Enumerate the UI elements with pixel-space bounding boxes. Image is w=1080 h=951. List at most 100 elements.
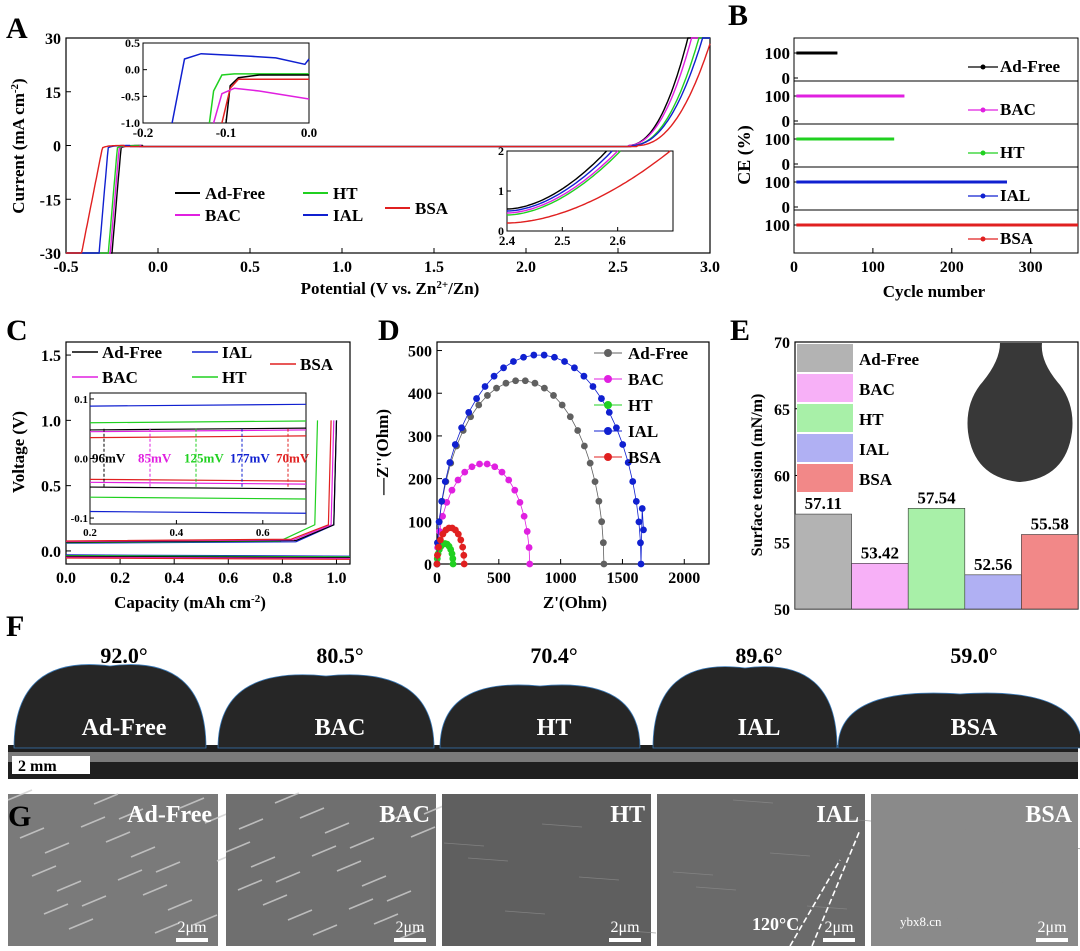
sem-texture-bac [410,826,436,838]
panel-e: E 50 55 60 65 70 57.11 53.42 57.54 52.56 55.58 Su… [730,314,1079,619]
droplet-ad-free [13,664,207,749]
sem-texture-ht [504,910,546,915]
ytick-label-c-1-0: 1.0 [41,413,61,430]
nyquist-point-bac [468,463,476,471]
inset-a2-ytick-label-0: 0 [498,224,504,238]
ce-point-ial [867,180,871,184]
sem-texture-bsa [1033,934,1075,939]
ce-point-bac [840,94,844,98]
legend-label-c-ht: HT [222,368,247,387]
ce-point-bsa [906,223,910,227]
curves-a [66,37,711,254]
overpotential-label-ial: 177mV [230,451,270,466]
pendant-drop-image [940,343,1077,483]
sem-label-bsa: BSA [1025,802,1072,828]
inset-a1-curve-bsa [221,78,309,124]
ce-point-bsa [1017,223,1021,227]
inset-c-lower-ial [89,510,307,514]
ce-point-bac [809,94,813,98]
legend-b-label-bsa: BSA [1000,229,1034,248]
xtick-label-c-0-6: 0.6 [218,570,238,587]
nyquist-point-ial [637,539,644,547]
inset-a2-curve-ht [506,150,621,216]
nyquist-point-ial [438,497,446,505]
ce-point-bac [796,94,800,98]
sem-scale-label-bac: 2μm [395,919,425,936]
ce-point-ht [873,137,877,141]
sem-label-bac: BAC [379,802,430,828]
overpotential-label-bsa: 70mV [276,451,310,466]
subplot-b-ial [793,166,1079,211]
sem-texture-ad-free [31,865,57,877]
curve-a-bsa [66,43,711,254]
sem-texture-ad-free [105,831,131,843]
ce-point-ad-free [802,51,806,55]
sem-label-ial: IAL [816,802,859,828]
nyquist-point-ial [571,364,578,372]
ce-point-bac [878,94,882,98]
inset-c-ytick-label-0-0: 0.0 [74,454,88,466]
xtick-label-a-1-5: 1.5 [424,259,444,276]
sem-texture-bac [312,924,338,936]
legend-b-marker-ad-free [980,64,986,70]
nyquist-point-bsa [433,560,441,568]
ce-point-ad-free [815,51,819,55]
ytick-label-e-65: 65 [774,402,790,419]
subplot-b-bsa [793,209,1079,254]
ytick-label-e-70: 70 [774,335,790,352]
ce-point-bsa [843,223,847,227]
nyquist-point-ad-free [574,427,582,434]
legend-b-label-ad-free: Ad-Free [1000,57,1061,76]
ytick-label-b-bac-0: 0 [782,112,791,131]
ylabel-b: CE (%) [734,125,755,185]
bar-ial [964,574,1022,610]
legend-d-marker-ial [604,427,612,435]
ce-point-ial [808,180,812,184]
inset-a1-curve-ht [208,73,309,124]
nyquist-point-ad-free [493,384,500,392]
nyquist-point-ial [635,518,643,526]
nyquist-point-bac [439,512,446,520]
voltage-curve-discharge-bsa [65,557,351,560]
sem-texture-ht [615,929,657,934]
legend-e-swatch-ad-free [797,344,853,372]
sem-texture-ial [732,799,774,804]
inset-a2-curve-ad-free [506,150,608,210]
ytick-label-a-30: 30 [45,31,61,48]
nyquist-point-ial [446,459,454,466]
sem-texture-ad-free [93,793,119,805]
inset-a1-curve-bac [212,87,310,124]
panel-label-e: E [730,314,750,347]
xtick-label-d-1000: 1000 [545,570,577,587]
sem-scale-label-ht: 2μm [610,919,640,936]
bar-ht [907,508,966,610]
contact-angle-images: 92.0° Ad-Free 80.5° BAC 70.4° HT 89.6° IAL 59.0°… [8,643,1080,779]
inset-frame-a1 [142,42,310,124]
scale-bar-f [12,756,90,774]
ce-point-ial [950,180,954,184]
ytick-label-b-ad-free-0: 0 [782,69,791,88]
inset-a1-content: -0.2 -0.1 0.0 0.5 0.0 -0.5 -1.0 [121,36,317,140]
ce-point-bac [815,94,819,98]
inset-c-upper-bsa [89,435,307,439]
legend-label-ial: IAL [333,206,363,225]
nyquist-point-ad-free [483,392,491,399]
legend-e-swatch-ht [797,404,853,432]
xlabel-a: Potential (V vs. Zn2+/Zn) [301,279,480,298]
sem-texture-bac [287,909,313,921]
sem-texture-bac [275,871,301,883]
sem-texture-bac [225,841,251,853]
legend-d-marker-bac [604,375,612,383]
ce-point-ial [879,180,883,184]
ce-point-bac [834,94,838,98]
sem-texture-bac [349,837,375,849]
xtick-label-d-500: 500 [487,570,511,587]
nyquist-point-ial [451,441,459,448]
nyquist-point-bac [476,460,483,468]
nyquist-point-ial [551,353,558,361]
nyquist-point-bsa [437,536,444,544]
nyquist-point-bac [505,476,513,484]
ce-point-bsa [1048,223,1052,227]
substrate-shine [8,752,1078,762]
ce-point-ht [829,137,833,141]
